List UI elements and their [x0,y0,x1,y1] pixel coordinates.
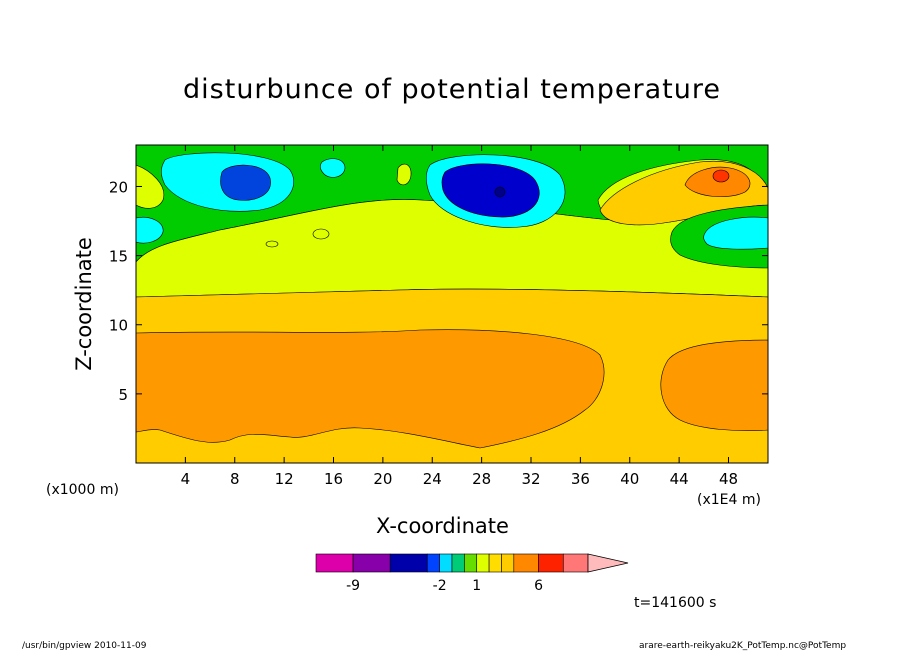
y-tick-label: 20 [109,178,128,196]
chart-title: disturbunce of potential temperature [183,74,721,105]
time-label: t=141600 s [634,595,717,611]
colorbar-label: 1 [472,578,481,594]
colorbar-segment [426,553,440,573]
y-tick-label: 15 [109,248,128,266]
colorbar-segment [464,553,478,573]
fill-yellow-edge-left [136,164,165,209]
x-tick-label: 12 [275,470,294,488]
x-tick-label: 20 [373,470,392,488]
fill-cool-cyan-edge-left [136,217,164,244]
y-axis-label: Z-coordinate [72,237,96,371]
colorbar-segment [538,553,564,573]
colorbar-segment [439,553,453,573]
x-tick-label: 44 [670,470,689,488]
fill-cool-blue-center [441,163,540,218]
contour-fills [136,145,768,463]
colorbar-segment [315,553,354,573]
x-tick-label: 32 [521,470,540,488]
fill-warm-layer [136,329,605,449]
x-tick-label: 24 [423,470,442,488]
footer-left: /usr/bin/gpview 2010-11-09 [22,641,147,651]
y-tick-label: 10 [109,317,128,335]
colorbar-segment [488,553,502,573]
fill-cool-cyan-small [319,158,346,178]
colorbar-segment [562,553,589,573]
colorbar-segment [451,553,465,573]
fill-warm-layer-right [660,339,768,431]
colorbar-label: 6 [534,578,543,594]
x-tick-label: 48 [719,470,738,488]
x-tick-label: 28 [472,470,491,488]
fill-cool-blue-left [220,164,271,201]
fill-cool-cyan-right [703,216,768,250]
fill-yellow-tiny-blob-2 [265,240,279,248]
x-tick-label: 4 [181,470,191,488]
colorbar: -9 -2 1 6 [315,553,629,594]
fill-yellow-small-blob [396,163,412,186]
colorbar-segment [501,553,515,573]
colorbar-extend-arrow [587,553,629,573]
colorbar-label: -9 [346,578,360,594]
x-tick-label: 40 [620,470,639,488]
colorbar-segment [513,553,539,573]
x-tick-label: 16 [324,470,343,488]
x-tick-label: 8 [230,470,240,488]
colorbar-segment [476,553,490,573]
colorbar-segment [389,553,428,573]
colorbar-segment [352,553,391,573]
x-unit-label: (x1E4 m) [697,492,761,508]
colorbar-label: -2 [433,578,447,594]
x-axis-label: X-coordinate [376,514,509,538]
y-tick-label: 5 [118,386,128,404]
fill-yellow-tiny-blob [312,228,330,240]
fill-warm-core-right [712,169,730,183]
y-unit-label: (x1000 m) [46,482,119,498]
x-tick-label: 36 [571,470,590,488]
plot-frame [135,144,769,464]
fill-cool-core-center [494,186,506,198]
fill-warm-darkorange-right [684,166,751,197]
footer-right: arare-earth-reikyaku2K_PotTemp.nc@PotTem… [639,641,847,651]
